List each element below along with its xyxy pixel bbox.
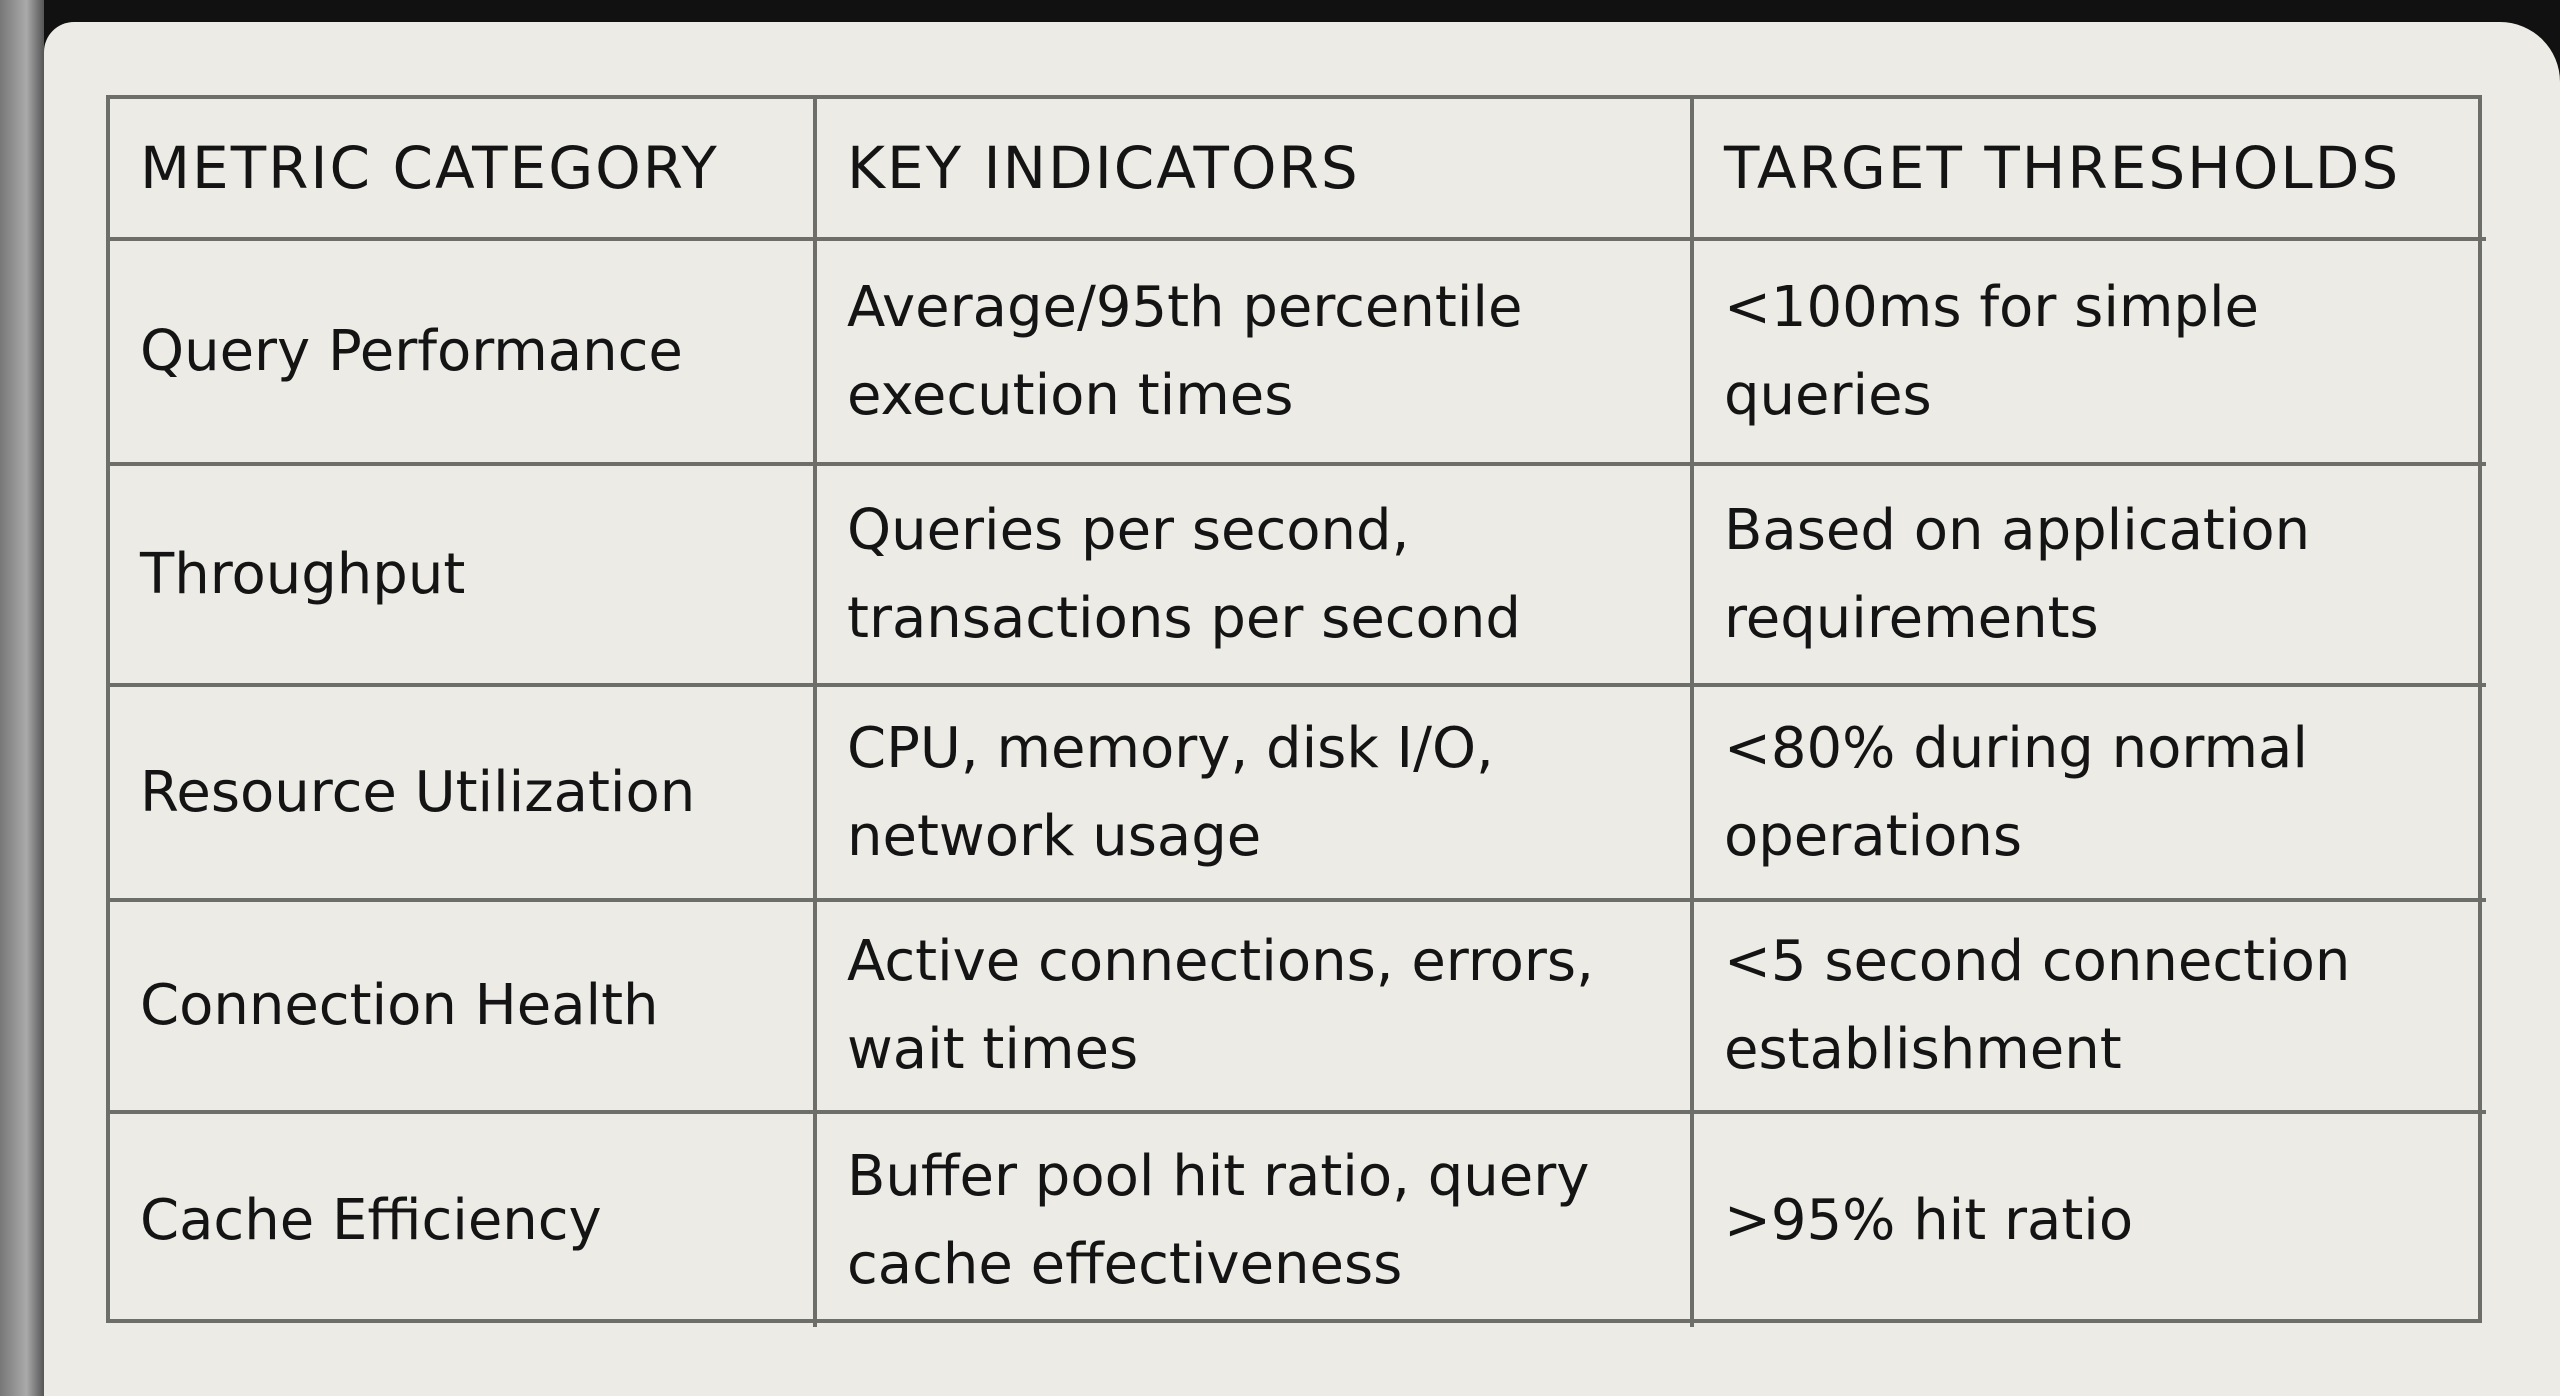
- table-cell: Throughput: [110, 466, 817, 687]
- table-cell: Based on application requirements: [1694, 466, 2486, 687]
- notebook-edge: [0, 0, 44, 1396]
- table-cell: Buffer pool hit ratio, query cache effec…: [817, 1114, 1694, 1327]
- table-cell: Cache Efficiency: [110, 1114, 817, 1327]
- header-cell: TARGET THRESHOLDS: [1694, 99, 2486, 241]
- table-cell: Average/95th percentile execution times: [817, 241, 1694, 466]
- table: METRIC CATEGORY KEY INDICATORS TARGET TH…: [106, 95, 2486, 1327]
- table-cell: CPU, memory, disk I/O, network usage: [817, 687, 1694, 902]
- table-cell: <100ms for simple queries: [1694, 241, 2486, 466]
- table-cell: Queries per second, transactions per sec…: [817, 466, 1694, 687]
- table-cell: Resource Utilization: [110, 687, 817, 902]
- table-cell: >95% hit ratio: [1724, 1187, 2134, 1253]
- header-cell: METRIC CATEGORY: [110, 99, 817, 241]
- table-cell: <5 second connection establishment: [1694, 902, 2486, 1114]
- table-cell: Query Performance: [110, 241, 817, 466]
- header-cell: KEY INDICATORS: [817, 99, 1694, 241]
- table-cell: <80% during normal operations: [1694, 687, 2486, 902]
- table-cell: Active connections, errors, wait times: [817, 902, 1694, 1114]
- paper-sheet: [44, 22, 2560, 1396]
- table-cell: Connection Health: [110, 902, 817, 1114]
